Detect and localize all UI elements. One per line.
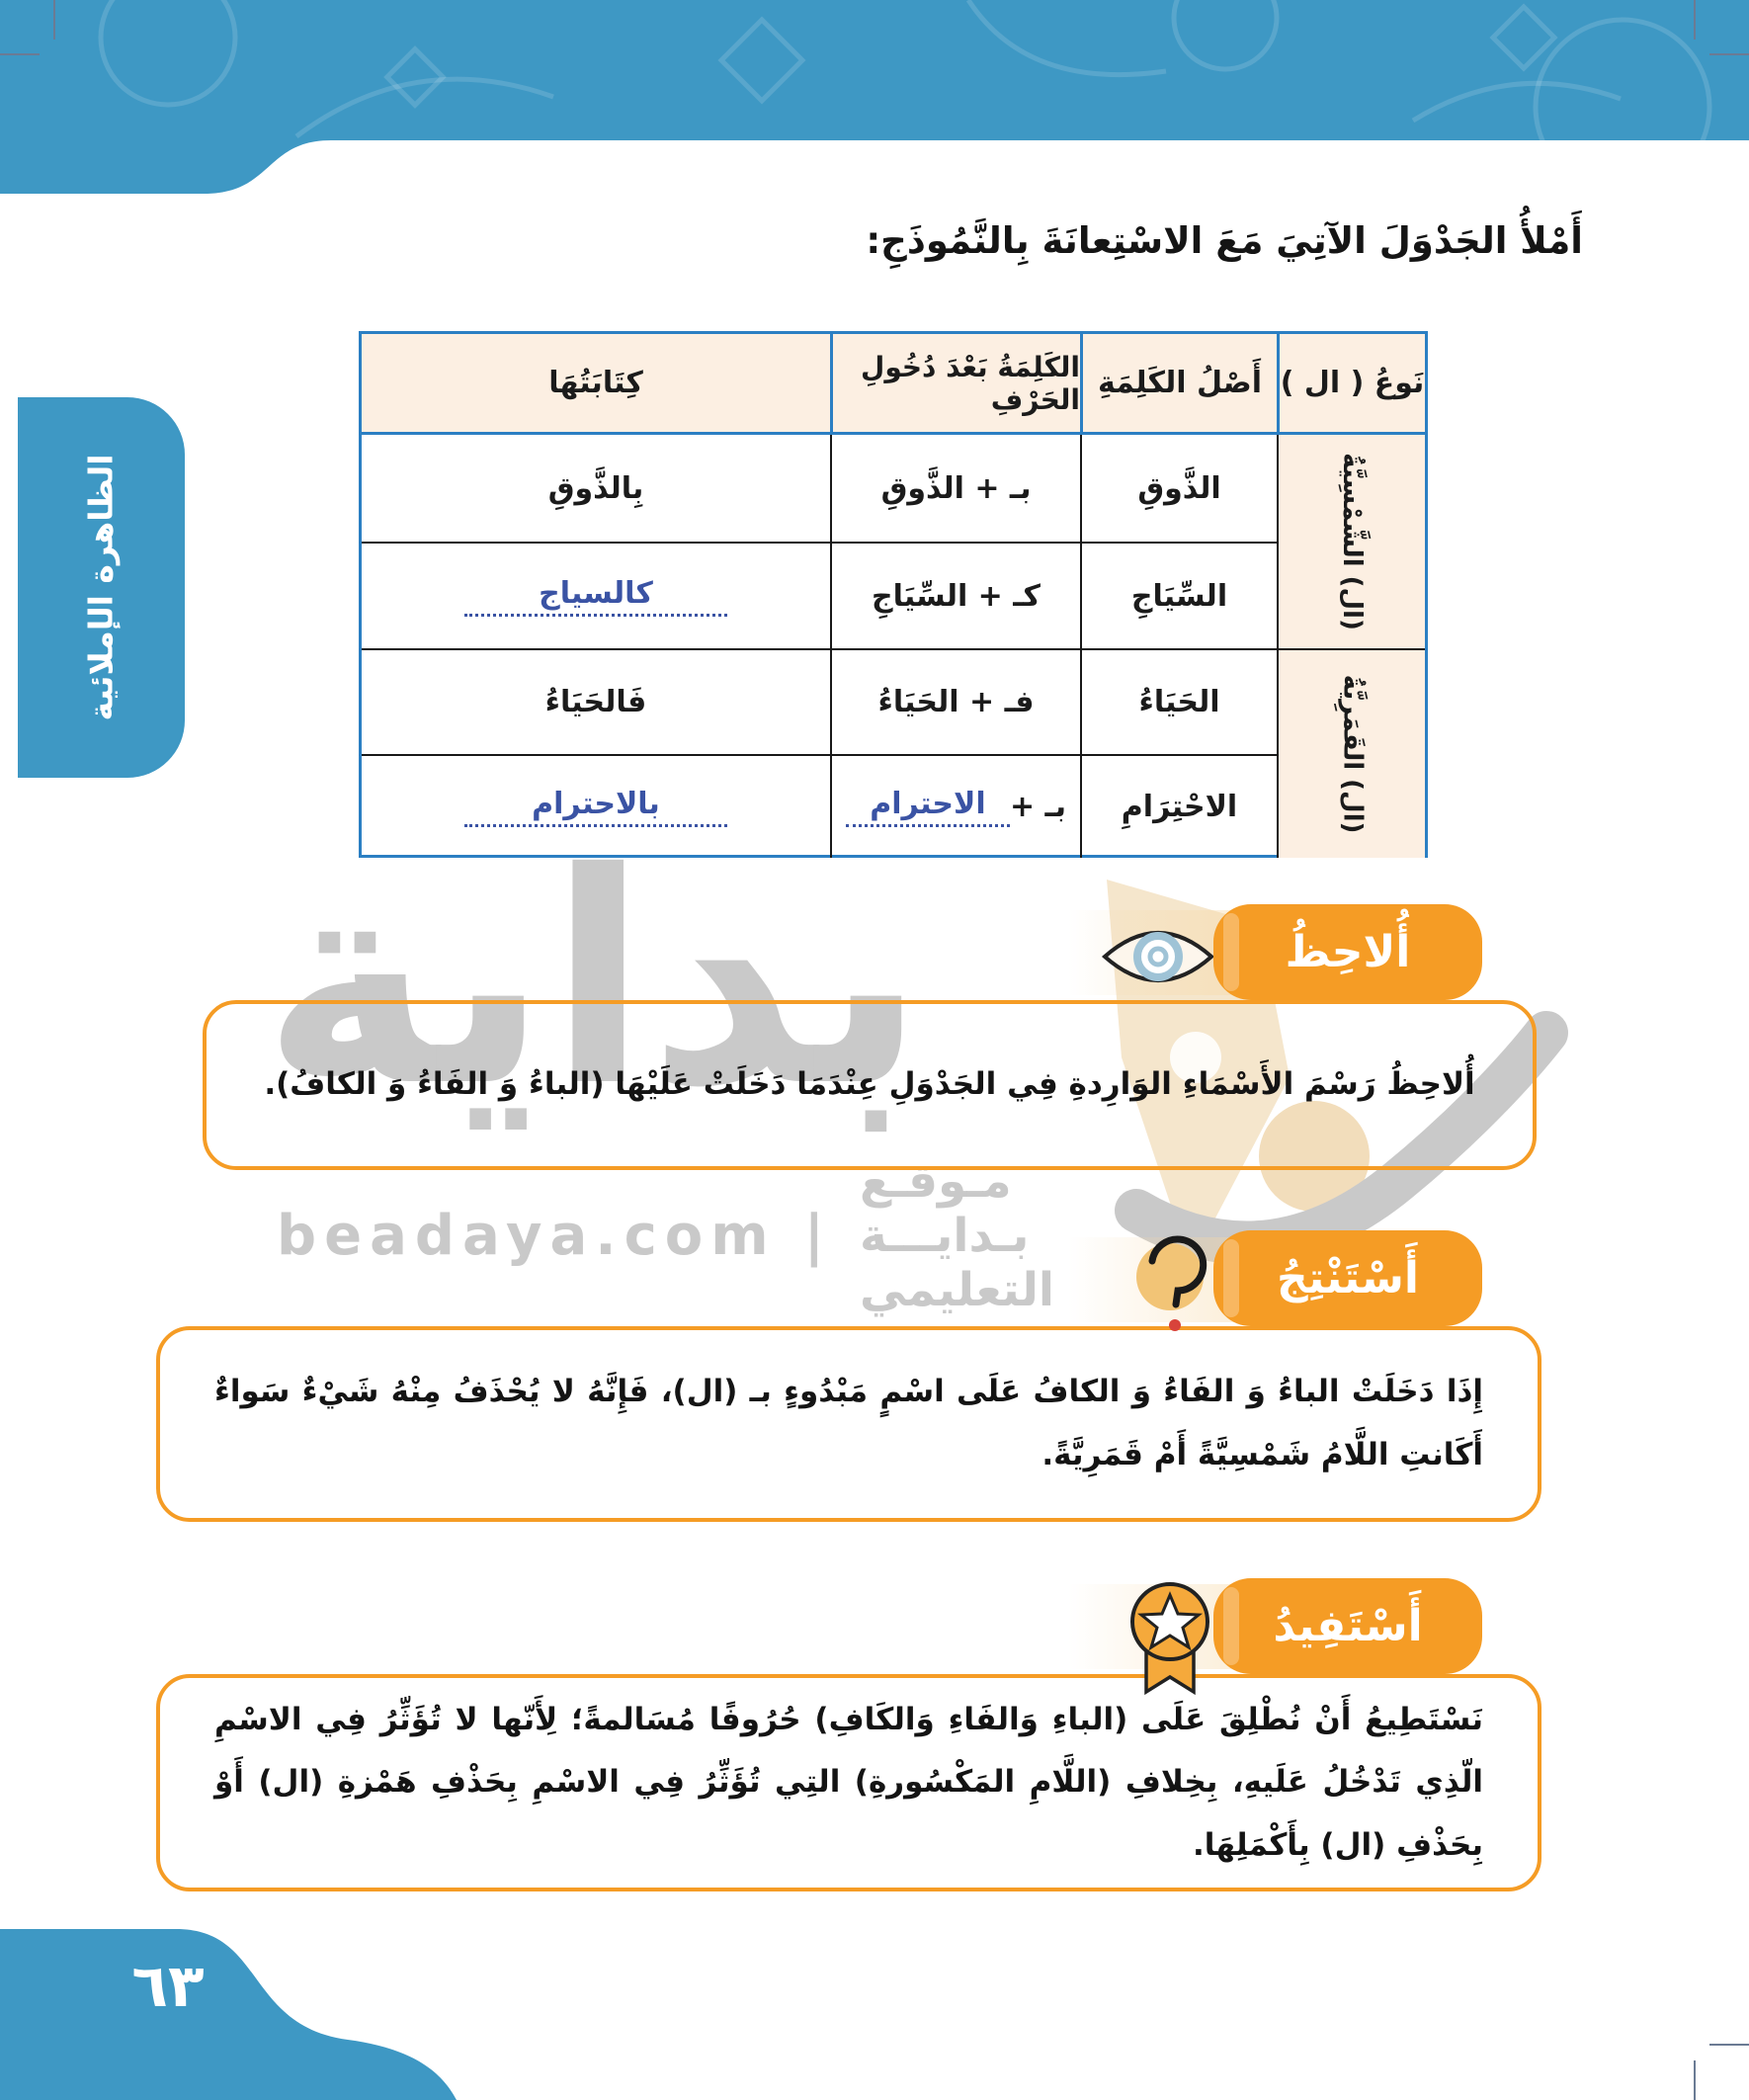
cell-written-1: بِالذَّوقِ [547,470,644,506]
conclude-text: إِذَا دَخَلَتْ الباءُ وَ الفَاءُ وَ الكا… [214,1374,1483,1472]
student-answer: الاحترام [870,787,986,821]
cell-written-2[interactable]: كالسياج [362,542,830,648]
cell-origin-3: الحَيَاءُ [1080,648,1277,754]
exercise-table: كِتَابَتُهَا الكَلِمَةُ بَعْدَ دُخُولِ ا… [359,331,1428,858]
watermark-domain: beadaya.com [277,1204,777,1268]
crop-mark [1709,53,1749,55]
watermark-brand: بداية [262,810,926,1150]
header-band [0,0,1749,197]
footer-wave [0,1929,457,2100]
cell-after-2: كـ + السِّيَاجِ [830,542,1080,648]
cell-after-4[interactable]: بـ + الاحترام [830,754,1080,858]
after-prefix: بـ + [1009,790,1067,824]
watermark-tagline: مـوقـع بـدايـــة التعليمي [860,1154,1054,1317]
group-cell-lunar: (ال) القَمَرِيَّةُ [1277,648,1425,858]
cell-origin-1: الذَّوقِ [1080,435,1277,542]
question-icon [1136,1235,1208,1331]
observe-tab-label: أُلاحِظُ [1285,927,1411,977]
cell-origin-2: السِّيَاجِ [1080,542,1277,648]
conclude-tab-label: أَسْتَنْتِجُ [1277,1253,1419,1303]
dotted-answer-line[interactable]: كالسياج [464,576,727,617]
watermark-separator: | [803,1204,833,1268]
observe-text: أُلاحِظُ رَسْمَ الأَسْمَاءِ الوَارِدةِ ف… [264,1066,1475,1103]
cell-after-1: بـ + الذَّوقِ [830,435,1080,542]
crop-mark [1694,0,1696,40]
col-header-written: كِتَابَتُهَا [362,334,830,435]
col-header-origin: أَصْلُ الكَلِمَةِ [1080,334,1277,435]
benefit-box: نَسْتَطِيعُ أَنْ نُطْلِقَ عَلَى (الباءِ … [156,1674,1541,1891]
benefit-tab-label: أَسْتَفِيدُ [1273,1601,1423,1651]
page-number: ٦٣ [131,1952,205,2021]
observe-tab: أُلاحِظُ [1213,904,1482,1000]
cell-after-3: فـ + الحَيَاءُ [830,648,1080,754]
col-header-type: نَوعُ ( ال ) [1277,334,1425,435]
crop-mark [0,53,40,55]
medal-icon [1130,1582,1209,1696]
cell-origin-4: الاحْتِرَامِ [1080,754,1277,858]
student-answer: كالسياج [539,575,653,611]
cell-written-4[interactable]: بالاحترام [362,754,830,858]
group-cell-solar: (ال) الشَّمْسِيَّةُ [1277,435,1425,648]
page-title: أَمْلأُ الجَدْوَلَ الآتِيَ مَعَ الاسْتِع… [866,219,1583,262]
sidebar-chapter-tab: الظاهرة الإملائية [18,397,185,778]
cell-written-3: فَالحَيَاءُ [362,648,830,754]
crop-mark [1709,2044,1749,2046]
benefit-text: نَسْتَطِيعُ أَنْ نُطْلِقَ عَلَى (الباءِ … [214,1701,1483,1863]
dotted-answer-line[interactable]: الاحترام [845,787,1010,827]
group-label-lunar: (ال) القَمَرِيَّةُ [1337,674,1367,834]
col-header-after: الكَلِمَةُ بَعْدَ دُخُولِ الحَرْفِ [830,334,1080,435]
crop-mark [1694,2060,1696,2100]
crop-mark [53,0,55,40]
watermark-row: beadaya.com | مـوقـع بـدايـــة التعليمي [277,1154,1166,1317]
sidebar-chapter-label: الظاهرة الإملائية [81,454,121,721]
benefit-tab: أَسْتَفِيدُ [1213,1578,1482,1674]
eye-icon [1101,931,1215,982]
dotted-answer-line[interactable]: بالاحترام [464,787,727,827]
group-label-solar: (ال) الشَّمْسِيَّةُ [1336,453,1367,630]
arabesque-pattern [98,0,1712,197]
observe-box: أُلاحِظُ رَسْمَ الأَسْمَاءِ الوَارِدةِ ف… [203,1000,1537,1170]
student-answer: بالاحترام [532,787,660,821]
conclude-tab: أَسْتَنْتِجُ [1213,1230,1482,1326]
conclude-box: إِذَا دَخَلَتْ الباءُ وَ الفَاءُ وَ الكا… [156,1326,1541,1522]
